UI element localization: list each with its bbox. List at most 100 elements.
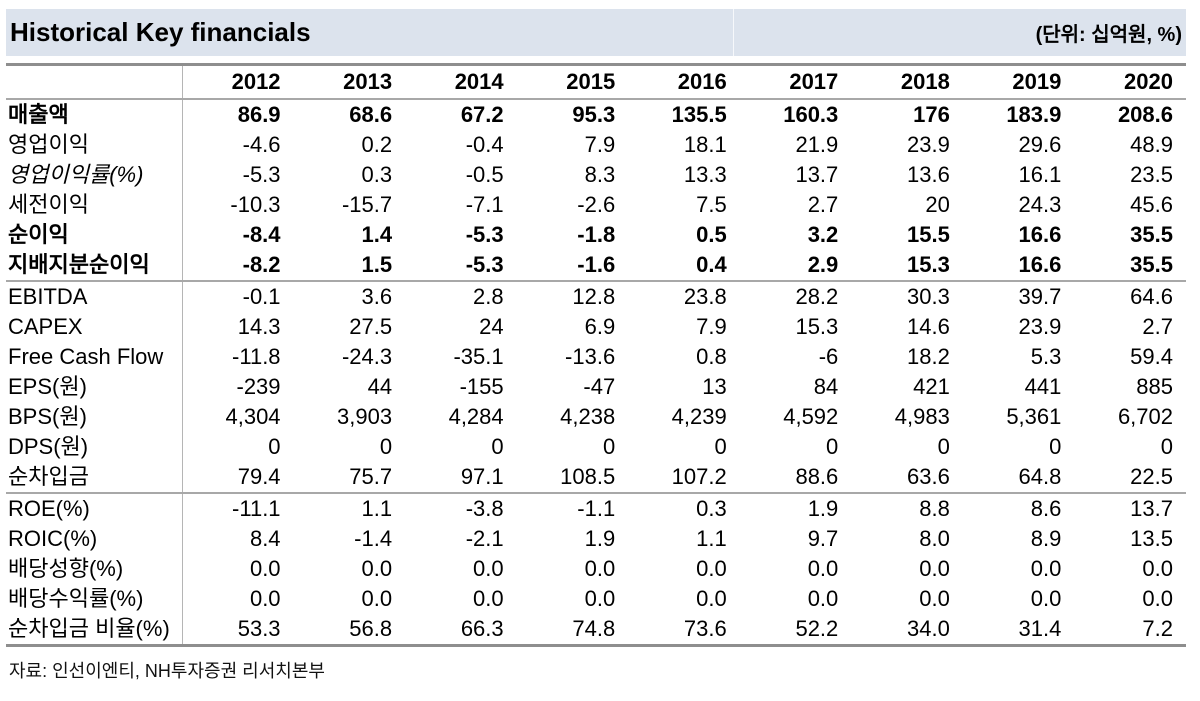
value-cell: 56.8 xyxy=(293,614,406,647)
value-cell: 0.5 xyxy=(696,222,727,247)
value-cell: -1.8 xyxy=(577,222,616,247)
value-cell: 12.8 xyxy=(572,284,616,309)
value-cell: 4,983 xyxy=(894,404,950,429)
value-cell: 0 xyxy=(1160,434,1173,459)
value-cell: 79.4 xyxy=(182,462,294,494)
value-cell: 9.7 xyxy=(807,526,839,551)
value-cell: 7.9 xyxy=(584,132,616,157)
value-cell: 1.1 xyxy=(696,526,727,551)
table-row: 배당성향(%) 0.0 0.0 0.0 0.0 0.0 0.0 0.0 0.0 0.0 xyxy=(6,554,1186,584)
value-cell: 0.0 xyxy=(1142,586,1173,611)
value-cell: 0.4 xyxy=(628,250,740,282)
value-cell: 23.9 xyxy=(907,132,950,157)
value-cell: 1.1 xyxy=(361,496,393,521)
row-label: EPS(원) xyxy=(6,372,183,402)
value-cell: 48.9 xyxy=(1130,132,1173,157)
value-cell: 0.0 xyxy=(696,556,727,581)
value-cell: 0.0 xyxy=(919,556,950,581)
table-row: BPS(원) 4,304 3,903 4,284 4,238 4,239 4,592 4,98… xyxy=(6,402,1186,432)
value-cell: 0.0 xyxy=(249,586,281,611)
value-cell: 3.2 xyxy=(807,222,839,247)
value-cell: -0.1 xyxy=(242,284,281,309)
value-cell: 2.7 xyxy=(1142,314,1173,339)
value-cell: 8.9 xyxy=(1030,526,1062,551)
value-cell: 0.0 xyxy=(807,556,839,581)
value-cell: -13.6 xyxy=(565,344,616,369)
value-cell: 13.7 xyxy=(795,162,839,187)
value-cell: 2.9 xyxy=(739,250,852,282)
row-label: 순이익 xyxy=(6,220,183,250)
value-cell: 6,702 xyxy=(1117,404,1173,429)
row-label: 배당수익률(%) xyxy=(6,584,183,614)
value-cell: 52.2 xyxy=(739,614,852,647)
value-cell: 66.3 xyxy=(405,614,517,647)
row-label: 매출액 xyxy=(6,99,183,130)
value-cell: 7.2 xyxy=(1074,614,1186,647)
row-label: EBITDA xyxy=(6,281,183,312)
value-cell: 6.9 xyxy=(584,314,616,339)
value-cell: 8.3 xyxy=(584,162,616,187)
page-title: Historical Key financials xyxy=(10,17,311,47)
value-cell: 2.7 xyxy=(807,192,839,217)
value-cell: 16.6 xyxy=(1018,222,1062,247)
band-divider xyxy=(733,9,734,56)
value-cell: 2.8 xyxy=(473,284,504,309)
value-cell: 7.9 xyxy=(696,314,727,339)
year-header: 2019 xyxy=(962,63,1075,100)
value-cell: -5.3 xyxy=(405,250,517,282)
financials-table: 2012 2013 2014 2015 2016 2017 2018 2019 2020 매출액… xyxy=(6,63,1186,647)
value-cell: 28.2 xyxy=(795,284,839,309)
value-cell: 18.1 xyxy=(683,132,727,157)
value-cell: 0.0 xyxy=(807,586,839,611)
value-cell: 0 xyxy=(714,434,727,459)
value-cell: 4,239 xyxy=(671,404,727,429)
value-cell: 8.6 xyxy=(1030,496,1062,521)
value-cell: 0 xyxy=(826,434,839,459)
value-cell: 0 xyxy=(602,434,616,459)
value-cell: -8.4 xyxy=(242,222,281,247)
table-row: ROIC(%) 8.4 -1.4 -2.1 1.9 1.1 9.7 8.0 8.9 13.5 xyxy=(6,524,1186,554)
value-cell: 0.0 xyxy=(1030,556,1062,581)
report-table-page: Historical Key financials (단위: 십억원, %) 2… xyxy=(6,9,1186,681)
year-header: 2018 xyxy=(851,63,963,100)
value-cell: -4.6 xyxy=(242,132,281,157)
value-cell: -47 xyxy=(583,374,616,399)
value-cell: 13.7 xyxy=(1130,496,1173,521)
value-cell: -3.8 xyxy=(465,496,504,521)
value-cell: 5,361 xyxy=(1006,404,1062,429)
value-cell: 64.8 xyxy=(962,462,1075,494)
value-cell: 73.6 xyxy=(628,614,740,647)
table-row: 영업이익률(%) -5.3 0.3 -0.5 8.3 13.3 13.7 13.6 16.1 23… xyxy=(6,160,1186,190)
row-label: CAPEX xyxy=(6,312,183,342)
value-cell: 53.3 xyxy=(182,614,294,647)
year-header: 2013 xyxy=(293,63,406,100)
value-cell: 24.3 xyxy=(1018,192,1062,217)
value-cell: 4,592 xyxy=(783,404,839,429)
value-cell: 34.0 xyxy=(851,614,963,647)
year-header: 2012 xyxy=(182,63,294,100)
value-cell: 35.5 xyxy=(1130,222,1173,247)
value-cell: -11.8 xyxy=(232,344,281,369)
value-cell: -155 xyxy=(459,374,504,399)
value-cell: 29.6 xyxy=(1018,132,1062,157)
table-row: 순차입금 비율(%) 53.3 56.8 66.3 74.8 73.6 52.2 34.0 31… xyxy=(6,614,1186,647)
value-cell: 97.1 xyxy=(405,462,517,494)
row-label: 배당성향(%) xyxy=(6,554,183,584)
value-cell: 0.0 xyxy=(361,556,393,581)
value-cell: -5.3 xyxy=(242,162,281,187)
value-cell: 4,304 xyxy=(225,404,281,429)
year-header: 2014 xyxy=(405,63,517,100)
value-cell: 45.6 xyxy=(1130,192,1173,217)
value-cell: 441 xyxy=(1024,374,1062,399)
table-row: 순차입금 79.4 75.7 97.1 108.5 107.2 88.6 63.6 64.8 22… xyxy=(6,462,1186,494)
row-label: ROE(%) xyxy=(6,493,183,524)
value-cell: 0 xyxy=(491,434,504,459)
value-cell: 8.8 xyxy=(919,496,950,521)
value-cell: 0 xyxy=(1049,434,1062,459)
value-cell: 21.9 xyxy=(795,132,839,157)
value-cell: -239 xyxy=(236,374,281,399)
financials-rows: 매출액 86.9 68.6 67.2 95.3 135.5 160.3 176 183.9 208… xyxy=(6,99,1186,647)
value-cell: -11.1 xyxy=(232,496,281,521)
value-cell: 0.0 xyxy=(1030,586,1062,611)
row-label: BPS(원) xyxy=(6,402,183,432)
